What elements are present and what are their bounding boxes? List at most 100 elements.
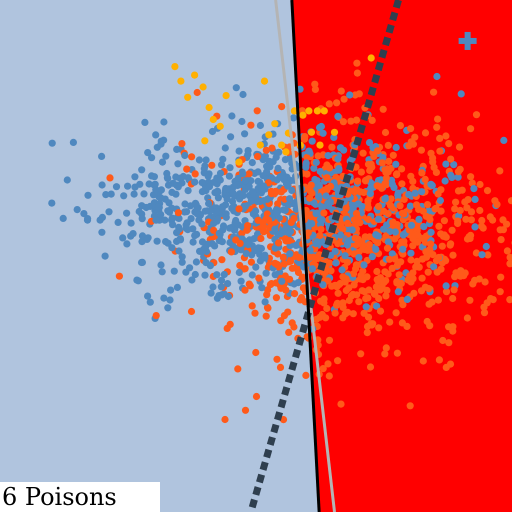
data-point <box>254 168 262 176</box>
poison-point <box>205 103 213 112</box>
data-point <box>260 223 268 231</box>
data-point <box>225 172 233 180</box>
data-point <box>388 264 396 272</box>
data-point <box>301 133 309 141</box>
data-point <box>140 190 148 198</box>
data-point <box>411 189 419 197</box>
data-point <box>192 201 200 209</box>
data-point <box>467 208 476 216</box>
data-point <box>241 406 250 414</box>
data-point <box>409 269 417 277</box>
data-point <box>454 217 462 225</box>
data-point <box>431 205 439 213</box>
data-point <box>98 213 106 221</box>
poison-point <box>367 54 375 62</box>
data-point <box>434 296 442 304</box>
data-point <box>107 190 115 198</box>
data-point <box>385 255 393 263</box>
data-point <box>285 328 293 336</box>
data-point <box>442 363 450 371</box>
data-point <box>435 253 443 262</box>
data-point <box>168 214 176 222</box>
data-point <box>217 161 226 169</box>
data-point <box>214 194 222 202</box>
data-point <box>210 226 218 234</box>
data-point <box>360 188 368 197</box>
data-point <box>333 283 341 291</box>
data-point <box>420 223 428 231</box>
data-point <box>267 187 275 195</box>
data-point <box>241 130 249 138</box>
data-point <box>198 238 207 246</box>
data-point <box>226 320 234 328</box>
data-point <box>263 291 271 299</box>
data-point <box>144 292 152 300</box>
data-point <box>379 154 387 162</box>
data-point <box>417 146 425 154</box>
data-point <box>138 215 146 223</box>
data-point <box>339 299 347 307</box>
data-point <box>364 294 372 302</box>
data-point <box>373 267 381 276</box>
data-point <box>366 363 375 371</box>
data-point <box>280 312 288 320</box>
data-point <box>164 181 173 189</box>
data-point <box>334 289 342 297</box>
data-point <box>364 246 372 254</box>
data-point <box>83 216 92 224</box>
data-point <box>430 88 438 96</box>
data-point <box>241 265 249 273</box>
data-point <box>375 324 383 332</box>
data-point <box>198 179 206 187</box>
data-point <box>341 252 349 260</box>
data-point <box>352 116 361 124</box>
data-point <box>205 199 213 208</box>
data-point <box>286 227 295 236</box>
data-point <box>436 147 444 155</box>
data-point <box>254 177 262 185</box>
data-point <box>337 231 345 239</box>
data-point <box>400 237 408 245</box>
data-point <box>436 196 444 205</box>
data-point <box>418 169 426 177</box>
data-point <box>281 156 289 164</box>
data-point <box>244 151 252 159</box>
data-point <box>491 197 499 205</box>
data-point <box>418 188 426 196</box>
data-point <box>181 200 189 208</box>
data-point <box>382 168 390 177</box>
data-point <box>337 400 345 408</box>
data-point <box>317 225 325 233</box>
data-point <box>235 205 243 213</box>
data-point <box>331 309 339 317</box>
data-point <box>289 114 298 122</box>
poison-point <box>330 128 339 136</box>
data-point <box>359 276 367 284</box>
data-point <box>310 164 318 172</box>
data-point <box>221 144 229 152</box>
data-point <box>174 160 182 168</box>
data-point <box>252 392 261 401</box>
data-point <box>275 239 283 247</box>
data-point <box>158 158 167 166</box>
data-point <box>119 234 127 242</box>
data-point <box>274 250 282 258</box>
data-point <box>168 244 176 252</box>
data-point <box>407 221 416 229</box>
data-point <box>405 190 413 199</box>
data-point <box>334 357 342 365</box>
data-point <box>227 248 235 256</box>
data-point <box>226 224 234 232</box>
data-point <box>445 323 453 331</box>
data-point <box>281 206 289 214</box>
data-point <box>278 277 286 285</box>
data-point <box>450 286 458 294</box>
data-point <box>414 231 422 239</box>
data-point <box>409 140 417 148</box>
poison-point <box>307 128 316 136</box>
data-point <box>449 251 457 259</box>
data-point <box>378 159 386 167</box>
data-point <box>189 238 197 246</box>
data-point <box>370 152 378 160</box>
data-point <box>244 222 252 230</box>
